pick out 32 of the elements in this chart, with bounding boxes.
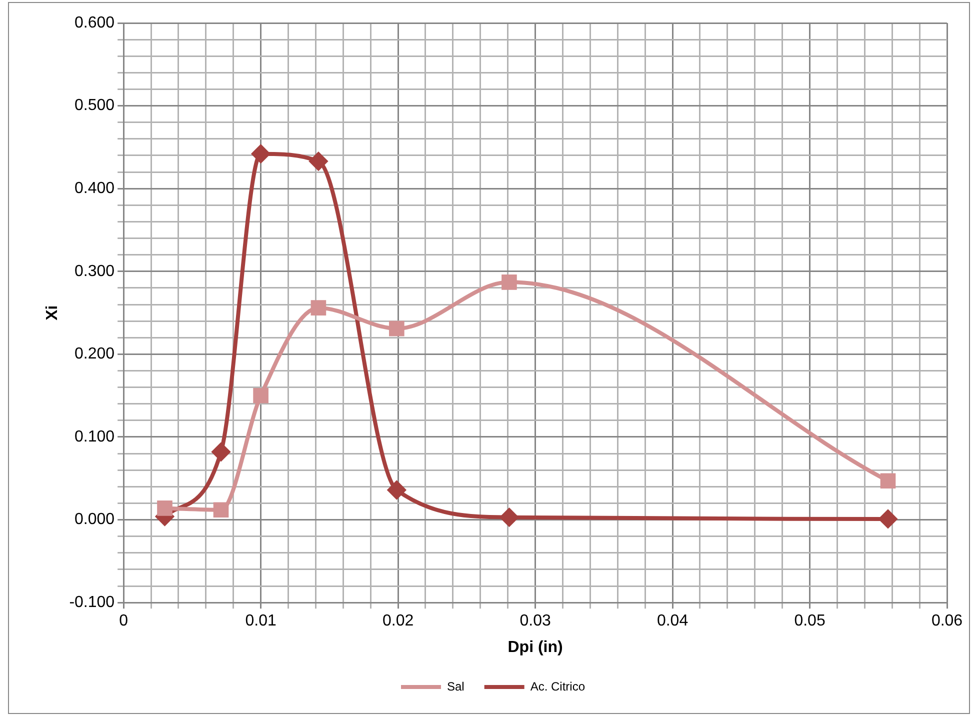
- point: [878, 510, 897, 528]
- y-tick-label: 0.300: [74, 262, 115, 280]
- y-tick-label: -0.100: [69, 594, 115, 612]
- point: [252, 144, 270, 163]
- point: [389, 320, 404, 336]
- y-tick-label: 0.600: [74, 14, 115, 32]
- x-tick-label: 0.05: [794, 612, 826, 630]
- legend-label: Sal: [446, 679, 464, 694]
- x-tick-label: 0.03: [520, 612, 551, 630]
- point: [157, 500, 172, 516]
- legend-label: Ac. Citrico: [530, 679, 586, 694]
- y-tick-label: 0.100: [74, 428, 115, 446]
- x-tick-label: 0.01: [245, 612, 276, 630]
- point: [309, 152, 328, 170]
- x-axis-title: Dpi (in): [508, 638, 563, 656]
- y-tick-label: 0.000: [74, 511, 115, 528]
- point: [310, 300, 326, 316]
- point: [500, 508, 518, 526]
- y-tick-label: 0.200: [74, 346, 115, 363]
- x-tick-label: 0: [119, 612, 128, 630]
- point: [213, 502, 229, 518]
- y-tick-label: 0.400: [74, 180, 115, 198]
- point: [880, 473, 896, 489]
- y-tick-label: 0.500: [74, 97, 115, 114]
- x-tick-label: 0.06: [931, 612, 963, 630]
- point: [212, 442, 230, 461]
- point: [502, 274, 517, 290]
- x-tick-label: 0.02: [382, 612, 414, 630]
- point: [388, 480, 406, 499]
- y-axis-title: Xi: [44, 305, 62, 320]
- x-tick-label: 0.04: [656, 612, 688, 630]
- point: [253, 388, 268, 404]
